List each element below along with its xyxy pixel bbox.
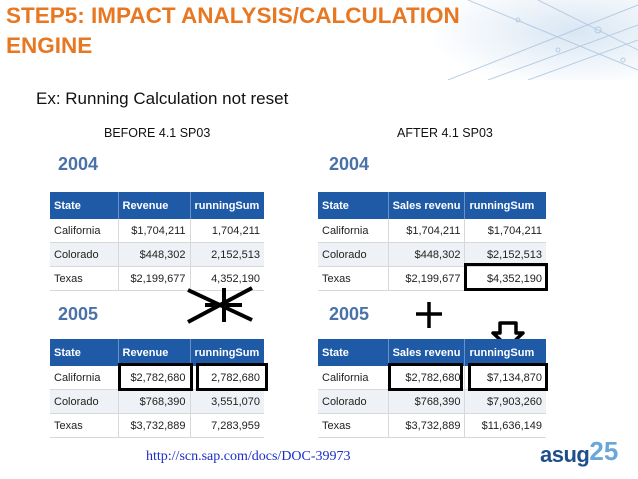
state-cell: California: [50, 366, 119, 390]
running-sum-cell: $4,352,190: [464, 266, 546, 291]
state-cell: Colorado: [318, 389, 389, 414]
table-row: California $2,782,680 $7,134,870: [318, 366, 546, 390]
revenue-cell: $1,704,211: [388, 219, 466, 243]
source-link[interactable]: http://scn.sap.com/docs/DOC-39973: [146, 449, 351, 464]
after-caption: AFTER 4.1 SP03: [397, 126, 493, 140]
after-2004-report-table: State Sales revenu runningSum California…: [318, 192, 546, 291]
slide-title: STEP5: IMPACT ANALYSIS/CALCULATION ENGIN…: [6, 3, 460, 58]
table-row: California $1,704,211 1,704,211: [50, 219, 264, 243]
running-sum-cell: 2,782,680: [190, 366, 264, 390]
column-header: State: [318, 192, 389, 219]
revenue-cell: $768,390: [388, 389, 466, 414]
state-cell: Texas: [50, 266, 119, 291]
state-cell: Texas: [318, 266, 389, 291]
state-cell: Colorado: [50, 389, 119, 414]
table-row: California $1,704,211 $1,704,211: [318, 219, 546, 243]
before-2004-year-label: 2004: [58, 154, 99, 174]
running-sum-cell: 3,551,070: [190, 389, 264, 414]
table-row: Texas $3,732,889 7,283,959: [50, 413, 264, 438]
asug-logo: asug25: [540, 436, 618, 468]
running-sum-cell: $1,704,211: [464, 219, 546, 243]
column-header: runningSum: [190, 192, 264, 219]
asug-logo-number: 25: [589, 436, 619, 466]
revenue-cell: $3,732,889: [388, 413, 466, 438]
state-cell: California: [318, 219, 389, 243]
decorative-header-graphic: [428, 0, 638, 80]
table-header-row: State Revenue runningSum: [50, 339, 264, 366]
state-cell: Texas: [50, 413, 119, 438]
column-header: runningSum: [464, 339, 546, 366]
table-row: Colorado $448,302 $2,152,513: [318, 242, 546, 267]
table-row: Texas $3,732,889 $11,636,149: [318, 413, 546, 438]
revenue-cell: $2,199,677: [118, 266, 191, 291]
running-sum-cell: 2,152,513: [190, 242, 264, 267]
state-cell: California: [50, 219, 119, 243]
column-header: Revenue: [118, 192, 191, 219]
revenue-cell: $2,199,677: [388, 266, 466, 291]
before-caption: BEFORE 4.1 SP03: [104, 126, 211, 140]
column-header: Revenue: [118, 339, 191, 366]
table-row: Colorado $448,302 2,152,513: [50, 242, 264, 267]
revenue-cell: $448,302: [118, 242, 191, 267]
running-sum-cell: 1,704,211: [190, 219, 264, 243]
table-header-row: State Sales revenu runningSum: [318, 192, 546, 219]
revenue-cell: $2,782,680: [118, 366, 191, 390]
highlight-box-after-2004-total: [464, 263, 548, 291]
crossed-out-plus-icon: [187, 286, 253, 324]
running-sum-cell: $7,903,260: [464, 389, 546, 414]
revenue-cell: $2,782,680: [388, 366, 466, 390]
column-header: Sales revenu: [388, 339, 466, 366]
highlight-box-after-running-sum: [468, 363, 548, 391]
state-cell: Colorado: [318, 242, 389, 267]
table-row: California $2,782,680 2,782,680: [50, 366, 264, 390]
running-sum-cell: $11,636,149: [464, 413, 546, 438]
table-row: Colorado $768,390 $7,903,260: [318, 389, 546, 414]
asug-logo-text: asug: [540, 442, 590, 467]
before-2004-report-table: State Revenue runningSum California $1,7…: [50, 192, 264, 291]
revenue-cell: $1,704,211: [118, 219, 191, 243]
revenue-cell: $3,732,889: [118, 413, 191, 438]
highlight-box-before-revenue: [118, 363, 193, 391]
column-header: State: [50, 192, 119, 219]
running-sum-cell: 7,283,959: [190, 413, 264, 438]
table-header-row: State Revenue runningSum: [50, 192, 264, 219]
slide-subtitle: Ex: Running Calculation not reset: [36, 89, 289, 108]
after-2005-year-label: 2005: [329, 304, 370, 324]
column-header: runningSum: [464, 192, 546, 219]
table-row: Texas $2,199,677 4,352,190: [50, 266, 264, 291]
running-sum-cell: $2,152,513: [464, 242, 546, 267]
after-2004-year-label: 2004: [329, 154, 370, 174]
highlight-box-before-running-sum: [196, 363, 268, 391]
after-2005-report-table: State Sales revenu runningSum California…: [318, 339, 546, 438]
revenue-cell: $768,390: [118, 389, 191, 414]
column-header: runningSum: [190, 339, 264, 366]
table-row: Colorado $768,390 3,551,070: [50, 389, 264, 414]
table-header-row: State Sales revenu runningSum: [318, 339, 546, 366]
running-sum-cell: 4,352,190: [190, 266, 264, 291]
revenue-cell: $448,302: [388, 242, 466, 267]
state-cell: California: [318, 366, 389, 390]
column-header: State: [318, 339, 389, 366]
highlight-box-after-revenue: [388, 363, 463, 391]
plus-icon: [416, 302, 442, 328]
column-header: Sales revenu: [388, 192, 466, 219]
before-2005-report-table: State Revenue runningSum California $2,7…: [50, 339, 264, 438]
column-header: State: [50, 339, 119, 366]
state-cell: Colorado: [50, 242, 119, 267]
before-2005-year-label: 2005: [58, 304, 99, 324]
table-row: Texas $2,199,677 $4,352,190: [318, 266, 546, 291]
state-cell: Texas: [318, 413, 389, 438]
